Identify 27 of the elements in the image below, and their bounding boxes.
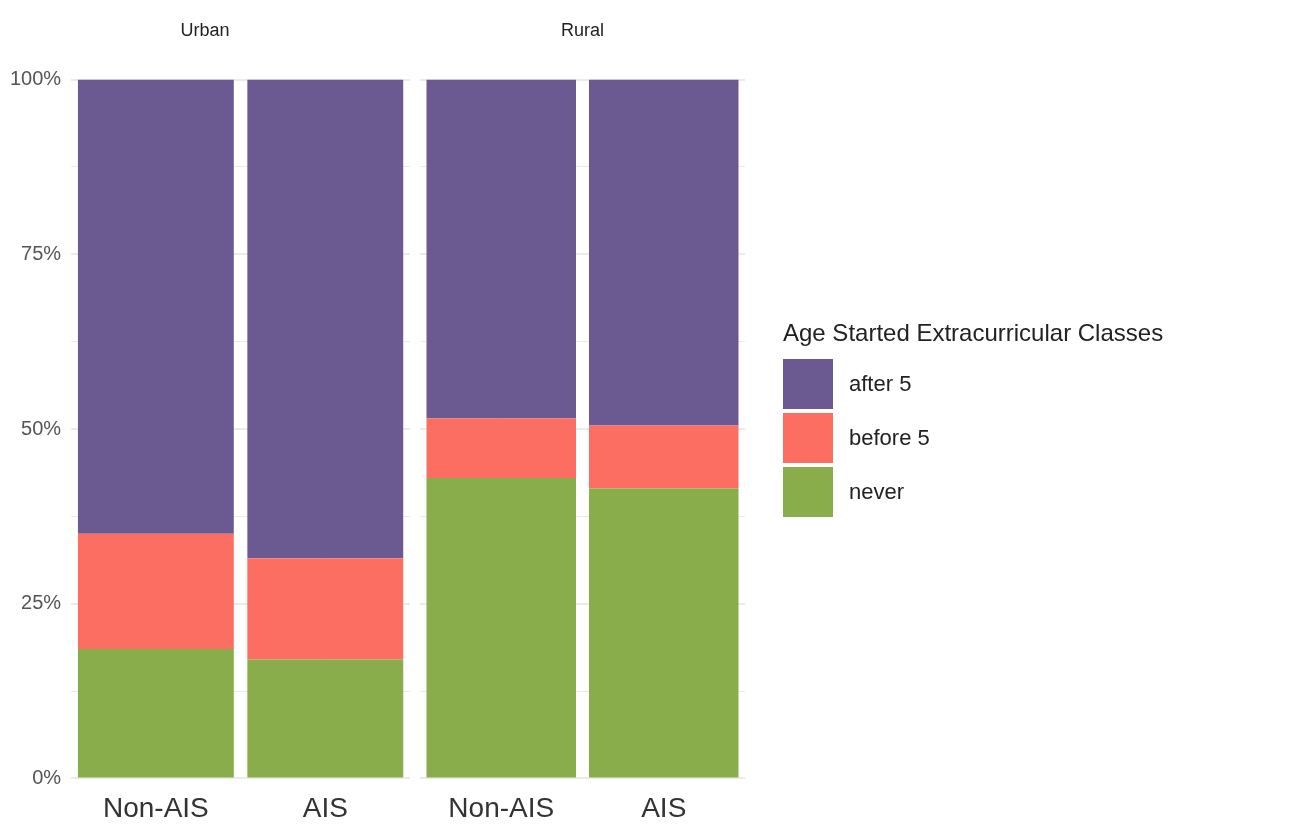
- bar: [77, 79, 234, 534]
- bar: [77, 533, 234, 650]
- y-tick-label: 75%: [21, 241, 62, 264]
- bar: [247, 659, 404, 778]
- x-tick-label: AIS: [641, 791, 687, 823]
- x-tick-label: AIS: [302, 791, 348, 823]
- bar: [426, 477, 576, 778]
- bar: [589, 79, 739, 426]
- x-tick-label: Non-AIS: [102, 791, 209, 823]
- y-tick-label: 50%: [21, 416, 62, 439]
- bar: [77, 649, 234, 778]
- bar: [247, 558, 404, 660]
- legend-label: after 5: [849, 371, 912, 397]
- chart-title: Urban: [180, 19, 230, 40]
- legend-label: never: [849, 479, 905, 505]
- bar: [426, 418, 576, 478]
- x-tick-label: Non-AIS: [448, 791, 555, 823]
- chart-title: Rural: [560, 19, 605, 40]
- bar: [247, 79, 404, 559]
- bar: [426, 79, 576, 419]
- bar: [589, 425, 739, 489]
- legend-title: Age Started Extracurricular Classes: [783, 319, 1164, 347]
- legend-label: before 5: [849, 425, 930, 451]
- y-tick-label: 25%: [21, 591, 62, 614]
- y-tick-label: 100%: [10, 67, 62, 90]
- y-tick-label: 0%: [32, 765, 62, 788]
- bar: [589, 488, 739, 778]
